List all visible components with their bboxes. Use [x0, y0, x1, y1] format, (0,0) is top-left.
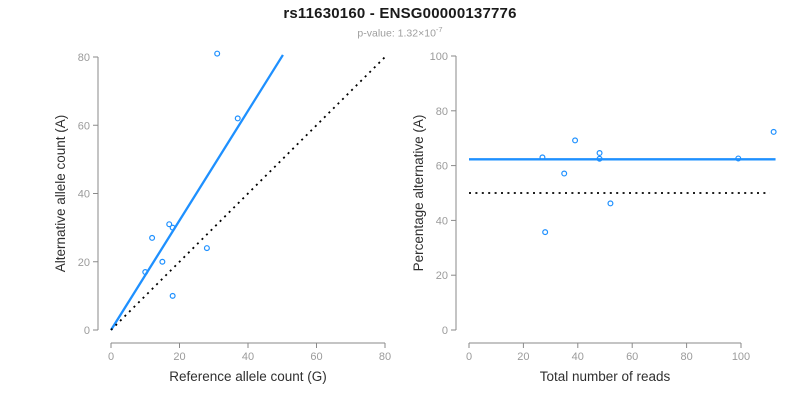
data-point: [770, 128, 777, 135]
regression-line: [110, 54, 284, 331]
y-axis-label: Alternative allele count (A): [53, 115, 68, 273]
x-tick-label: 80: [680, 351, 692, 363]
data-point: [169, 292, 176, 299]
x-tick-label: 40: [242, 351, 254, 363]
y-tick-label: 0: [442, 325, 448, 337]
data-point: [203, 245, 210, 252]
x-tick-label: 0: [108, 351, 114, 363]
data-point: [539, 154, 546, 161]
y-tick-label: 20: [436, 270, 448, 282]
data-point: [169, 224, 176, 231]
y-tick-label: 60: [436, 161, 448, 173]
data-point: [234, 115, 241, 122]
data-point: [561, 170, 568, 177]
x-tick-label: 20: [173, 351, 185, 363]
x-axis-label: Total number of reads: [540, 369, 671, 384]
x-tick-label: 0: [466, 351, 472, 363]
p-value-text: p-value: 1.32×10: [357, 27, 436, 40]
data-point: [735, 155, 742, 162]
y-axis-label: Percentage alternative (A): [411, 115, 426, 272]
y-tick-label: 80: [436, 106, 448, 118]
x-tick-label: 40: [572, 351, 584, 363]
x-tick-label: 100: [732, 351, 750, 363]
y-tick-label: 40: [78, 189, 90, 201]
identity-line: [110, 55, 387, 331]
x-axis-label: Reference allele count (G): [169, 369, 327, 384]
y-tick-label: 20: [78, 257, 90, 269]
data-point: [542, 229, 549, 236]
p-value-subtitle: p-value: 1.32×10-7: [0, 25, 800, 40]
x-tick-label: 20: [517, 351, 529, 363]
x-tick-label: 60: [310, 351, 322, 363]
data-point: [596, 149, 603, 156]
data-point: [166, 221, 173, 228]
p-value-exponent: -7: [435, 25, 443, 34]
y-tick-label: 60: [78, 120, 90, 132]
data-point: [607, 200, 614, 207]
data-point: [596, 155, 603, 162]
data-point: [214, 50, 221, 57]
y-tick-label: 40: [436, 215, 448, 227]
data-point: [142, 268, 149, 275]
data-point: [159, 258, 166, 265]
data-point: [149, 234, 156, 241]
figure-header: rs11630160 - ENSG00000137776 p-value: 1.…: [0, 5, 800, 40]
y-tick-label: 100: [430, 51, 448, 63]
x-tick-label: 60: [626, 351, 638, 363]
x-tick-label: 80: [379, 351, 391, 363]
y-tick-label: 0: [84, 325, 90, 337]
figure-title: rs11630160 - ENSG00000137776: [283, 5, 517, 22]
data-point: [572, 137, 579, 144]
y-tick-label: 80: [78, 52, 90, 64]
